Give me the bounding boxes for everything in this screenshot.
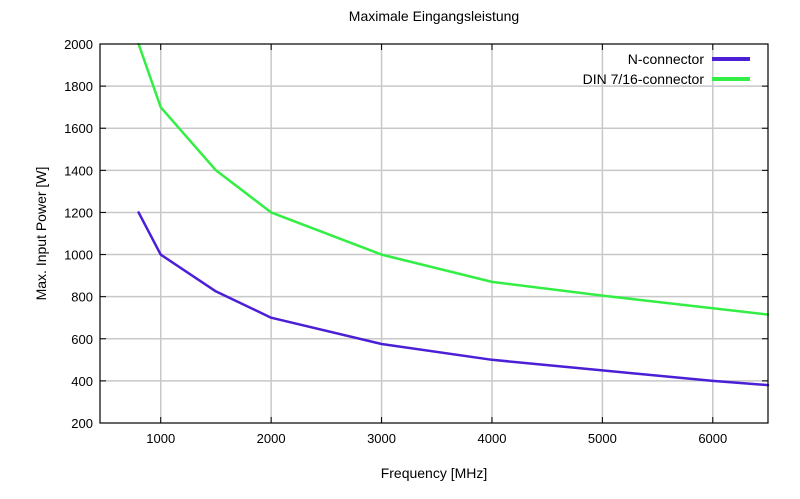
series-lines	[137, 42, 770, 387]
x-tick-label: 6000	[698, 431, 727, 446]
y-tick-label: 1000	[64, 248, 93, 263]
y-tick-label: 2000	[64, 37, 93, 52]
legend-label: N-connector	[628, 51, 705, 67]
y-tick-label: 1200	[64, 205, 93, 220]
series-line-n-connector	[137, 211, 770, 387]
y-axis-title: Max. Input Power [W]	[33, 167, 49, 301]
x-tick-label: 4000	[478, 431, 507, 446]
y-tick-label: 1800	[64, 79, 93, 94]
y-tick-label: 1400	[64, 163, 93, 178]
legend-label: DIN 7/16-connector	[583, 71, 705, 87]
y-tick-label: 200	[71, 416, 93, 431]
y-tick-label: 1600	[64, 121, 93, 136]
y-tick-label: 400	[71, 374, 93, 389]
chart-title: Maximale Eingangsleistung	[349, 8, 519, 24]
series-line-din-connector	[137, 42, 770, 316]
x-tick-label: 1000	[146, 431, 175, 446]
plot-frame	[99, 43, 769, 424]
y-tick-label: 600	[71, 332, 93, 347]
legend: N-connector DIN 7/16-connector	[583, 51, 750, 87]
y-tick-label: 800	[71, 290, 93, 305]
x-tick-label: 3000	[367, 431, 396, 446]
grid-lines	[100, 44, 768, 423]
x-tick-label: 2000	[257, 431, 286, 446]
x-tick-label: 5000	[588, 431, 617, 446]
x-axis-title: Frequency [MHz]	[381, 465, 488, 481]
axis-ticks: 1000 2000 3000 4000 5000 6000 200 400 600 800 1000…	[64, 37, 768, 446]
